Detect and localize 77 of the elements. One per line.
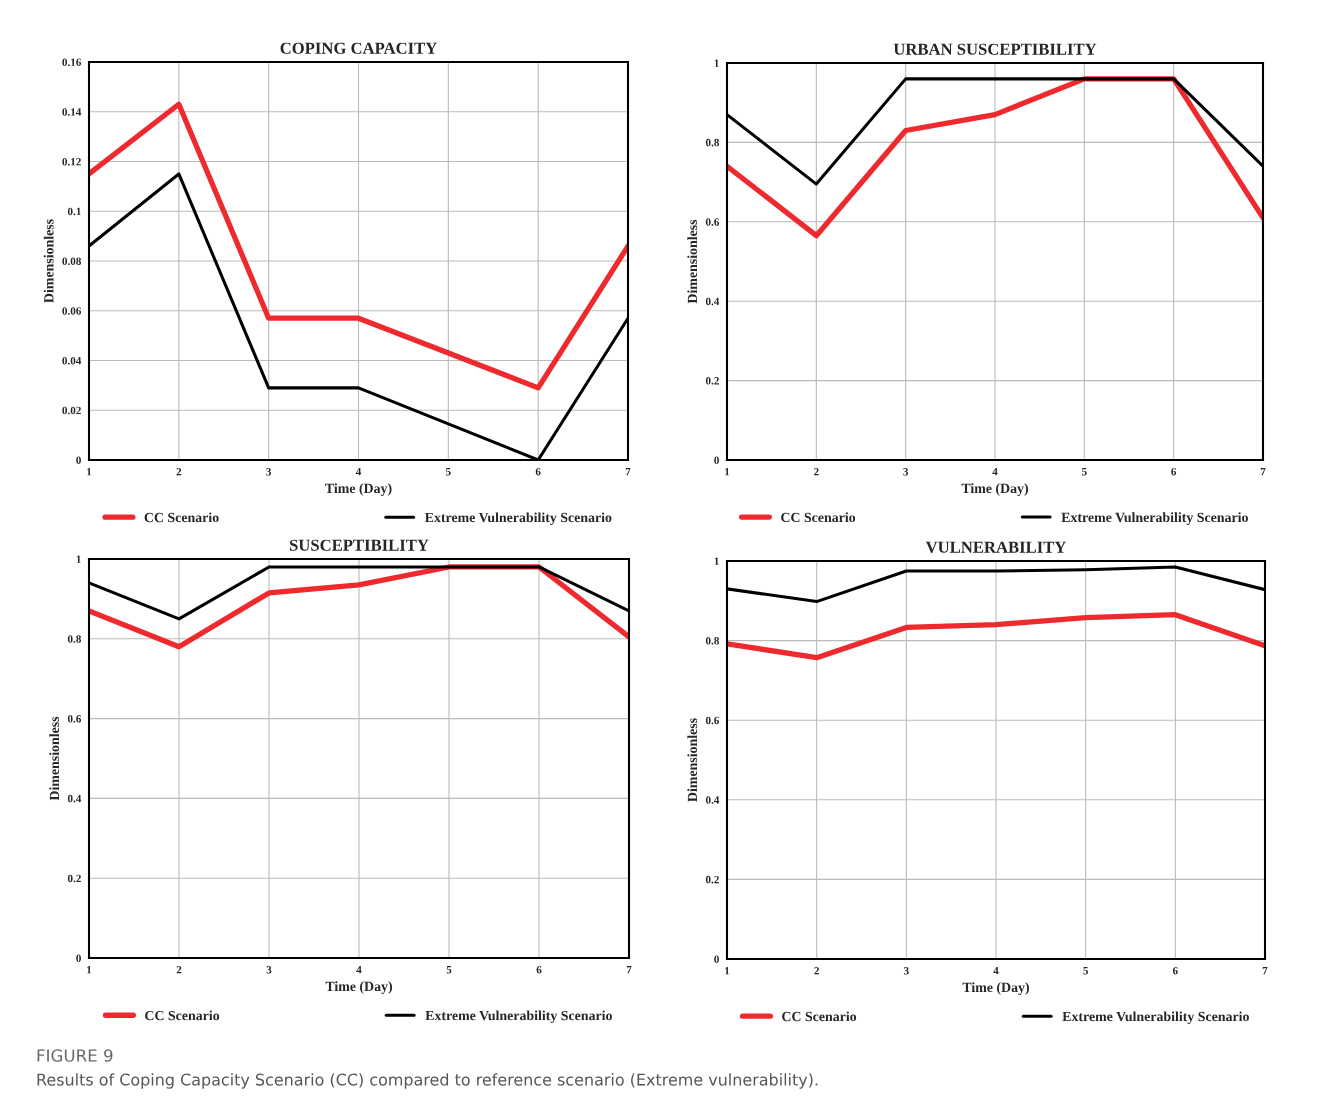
x-tick-label: 3	[903, 966, 909, 975]
y-tick-label: 0.4	[67, 794, 82, 803]
x-tick-label: 7	[1262, 967, 1268, 975]
y-tick-label: 1	[714, 59, 719, 67]
legend-label: Extreme Vulnerability Scenario	[1062, 1011, 1249, 1025]
legend-label: CC Scenario	[145, 1010, 220, 1021]
y-axis-title: Dimensionless	[49, 716, 60, 801]
x-tick-label: 5	[1083, 967, 1089, 975]
y-tick-label: 0.06	[62, 307, 82, 315]
y-tick-label: 0.6	[705, 716, 720, 725]
x-tick-label: 7	[1260, 468, 1266, 476]
y-tick-label: 0.2	[705, 875, 719, 884]
x-axis-title: Time (Day)	[325, 981, 393, 994]
y-tick-label: 0.8	[705, 138, 719, 147]
y-axis-title: Dimensionless	[687, 718, 698, 802]
chart-title: COPING CAPACITY	[280, 42, 437, 54]
y-tick-label: 1	[714, 557, 719, 565]
y-tick-label: 1	[76, 555, 81, 563]
x-tick-label: 5	[446, 468, 451, 476]
y-tick-label: 0.14	[62, 108, 82, 116]
x-tick-label: 7	[625, 468, 631, 476]
legend-label: CC Scenario	[781, 512, 856, 523]
x-tick-label: 2	[814, 467, 819, 476]
x-tick-label: 3	[903, 467, 909, 476]
x-tick-label: 3	[266, 965, 272, 974]
y-tick-label: 0	[714, 955, 719, 963]
chart-title: URBAN SUSCEPTIBILITY	[893, 43, 1097, 55]
chart-title: SUSCEPTIBILITY	[289, 539, 429, 551]
y-tick-label: 0.8	[705, 637, 719, 645]
x-tick-label: 4	[992, 468, 998, 476]
legend-label: CC Scenario	[782, 1011, 857, 1022]
legend-label: Extreme Vulnerability Scenario	[424, 512, 612, 526]
x-tick-label: 4	[355, 468, 362, 476]
y-tick-label: 0.1	[67, 207, 81, 216]
y-tick-label: 0.02	[62, 406, 81, 415]
x-tick-label: 1	[87, 966, 92, 974]
text: Results of Coping Capacity Scenario (CC) compared to reference scenario (Extreme vulnerability).	[37, 1073, 818, 1089]
y-tick-label: 0.08	[62, 257, 81, 266]
y-tick-label: 0.16	[62, 58, 82, 67]
chart-title: VULNERABILITY	[925, 541, 1067, 553]
x-axis-title: Time (Day)	[961, 483, 1029, 496]
y-axis-title: Dimensionless	[43, 219, 54, 303]
x-tick-label: 6	[536, 965, 542, 974]
x-tick-label: 2	[176, 467, 182, 476]
y-tick-label: 0.2	[67, 874, 81, 883]
y-tick-label: 0.4	[705, 796, 720, 804]
x-tick-label: 1	[725, 468, 730, 476]
legend-label: Extreme Vulnerability Scenario	[425, 1010, 612, 1024]
y-tick-label: 0.4	[705, 297, 720, 306]
x-tick-label: 2	[176, 965, 182, 974]
x-tick-label: 6	[1171, 467, 1177, 476]
caption: FIGURE 9	[37, 1049, 113, 1062]
x-tick-label: 4	[993, 967, 999, 975]
y-tick-label: 0.6	[705, 218, 720, 226]
x-tick-label: 3	[266, 467, 272, 476]
legend-label: Extreme Vulnerability Scenario	[1061, 512, 1248, 525]
y-tick-label: 0.12	[62, 157, 81, 166]
x-axis-title: Time (Day)	[962, 982, 1030, 995]
y-tick-label: 0.8	[67, 635, 81, 643]
x-tick-label: 7	[626, 966, 632, 974]
x-tick-label: 1	[87, 468, 92, 476]
legend-label: CC Scenario	[144, 512, 219, 523]
x-tick-label: 1	[725, 967, 730, 975]
y-tick-label: 0.04	[62, 356, 82, 365]
y-tick-label: 0	[714, 456, 719, 464]
y-axis-title: Dimensionless	[687, 219, 698, 304]
y-tick-label: 0	[76, 954, 81, 962]
x-tick-label: 5	[446, 966, 452, 974]
x-tick-label: 2	[814, 966, 819, 975]
x-tick-label: 5	[1082, 468, 1087, 476]
x-axis-title: Time (Day)	[325, 483, 392, 496]
x-tick-label: 6	[1172, 966, 1178, 975]
x-tick-label: 4	[356, 966, 362, 974]
y-tick-label: 0	[76, 456, 81, 464]
y-tick-label: 0.6	[67, 715, 82, 723]
y-tick-label: 0.2	[705, 377, 719, 385]
x-tick-label: 6	[535, 467, 541, 476]
